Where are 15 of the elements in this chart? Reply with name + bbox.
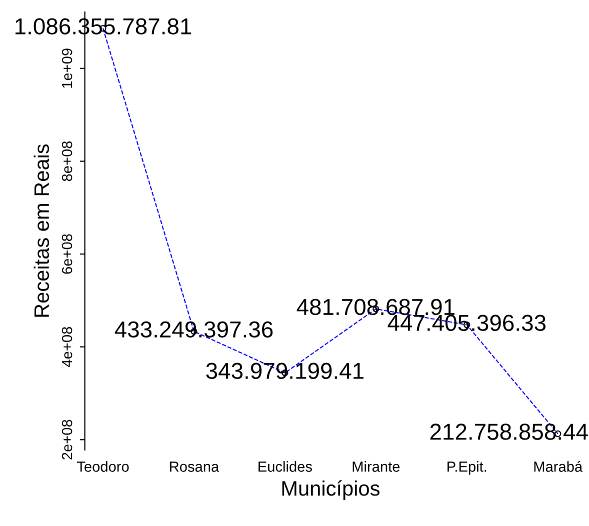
x-tick-label: Teodoro (76, 461, 129, 472)
x-tick-label: Euclides (258, 461, 312, 472)
x-tick-label: Mirante (352, 461, 400, 472)
y-tick-label: 4e+08 (62, 327, 72, 368)
y-tick-label: 6e+08 (62, 234, 72, 274)
x-axis-title: Municípios (282, 480, 380, 500)
y-tick-label: 8e+08 (62, 141, 72, 182)
y-tick-label: 1e+09 (62, 48, 72, 88)
x-tick-label: Rosana (170, 462, 220, 472)
y-axis-title: Receitas em Reais (34, 144, 50, 317)
x-tick-label: Marabá (534, 460, 583, 472)
x-tick-label: P.Epit. (448, 461, 486, 475)
y-tick-label: 2e+08 (62, 420, 72, 460)
data-label: 433.249.397.36 (114, 321, 273, 338)
data-label: 481.708.687.91 (296, 298, 454, 316)
